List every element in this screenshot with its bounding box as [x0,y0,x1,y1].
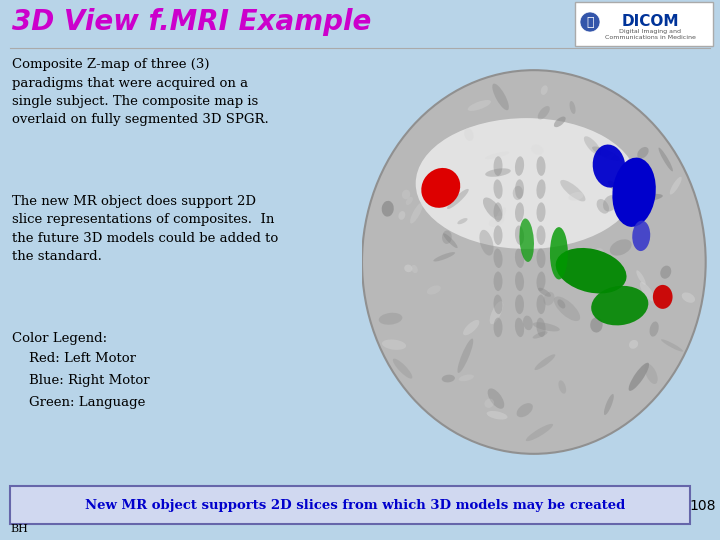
Ellipse shape [637,194,662,201]
Ellipse shape [490,301,503,324]
Ellipse shape [541,85,548,95]
Ellipse shape [515,226,524,245]
Ellipse shape [411,265,418,273]
Ellipse shape [538,288,551,297]
Ellipse shape [554,296,580,321]
Ellipse shape [660,266,671,279]
Ellipse shape [480,230,493,255]
Ellipse shape [653,285,672,309]
Ellipse shape [457,339,473,373]
Ellipse shape [515,272,524,291]
Ellipse shape [485,152,509,159]
Ellipse shape [557,299,565,308]
Text: Green: Language: Green: Language [12,396,145,409]
Ellipse shape [442,231,451,244]
Ellipse shape [515,318,524,337]
Ellipse shape [536,202,546,222]
Text: DICOM: DICOM [621,14,679,29]
Ellipse shape [379,313,402,325]
Ellipse shape [362,70,706,454]
Text: Communications in Medicine: Communications in Medicine [605,35,696,40]
Ellipse shape [487,388,504,409]
Ellipse shape [485,399,494,408]
Ellipse shape [415,118,638,249]
Ellipse shape [644,364,657,384]
Text: Blue: Right Motor: Blue: Right Motor [12,374,150,387]
Ellipse shape [489,215,504,227]
Ellipse shape [592,146,620,161]
Ellipse shape [637,147,649,159]
Ellipse shape [494,202,503,222]
Ellipse shape [493,295,503,314]
Ellipse shape [459,374,474,381]
Ellipse shape [636,270,646,285]
Ellipse shape [516,403,533,417]
Ellipse shape [515,179,524,199]
Ellipse shape [494,318,503,337]
Ellipse shape [398,211,405,220]
Ellipse shape [515,202,524,222]
Ellipse shape [608,181,629,199]
FancyBboxPatch shape [10,486,690,524]
Ellipse shape [661,339,683,352]
Ellipse shape [544,292,554,306]
Ellipse shape [495,207,506,223]
Text: 🌐: 🌐 [586,16,594,29]
Ellipse shape [463,320,480,335]
Ellipse shape [444,233,458,248]
Ellipse shape [515,248,524,268]
Ellipse shape [493,248,503,268]
Ellipse shape [441,375,455,382]
Ellipse shape [556,248,626,293]
Ellipse shape [659,147,673,171]
Ellipse shape [591,248,603,259]
Text: The new MR object does support 2D
slice representations of composites.  In
the f: The new MR object does support 2D slice … [12,195,278,264]
Ellipse shape [487,411,508,420]
Ellipse shape [629,363,649,391]
Ellipse shape [493,156,503,176]
Ellipse shape [421,168,460,208]
Ellipse shape [406,197,413,205]
Ellipse shape [632,221,650,251]
Ellipse shape [568,192,583,201]
Ellipse shape [559,380,566,394]
Ellipse shape [591,286,648,326]
Ellipse shape [584,136,601,156]
Ellipse shape [515,156,524,176]
Ellipse shape [610,239,631,255]
Text: New MR object supports 2D slices from which 3D models may be created: New MR object supports 2D slices from wh… [85,500,625,512]
Ellipse shape [523,315,533,330]
Ellipse shape [533,331,548,339]
Ellipse shape [603,195,617,212]
Ellipse shape [494,272,503,291]
Text: BH: BH [10,524,28,534]
Ellipse shape [536,179,546,199]
Ellipse shape [534,354,555,370]
Ellipse shape [433,252,455,261]
Ellipse shape [590,318,603,333]
Ellipse shape [493,179,503,199]
Ellipse shape [536,248,546,268]
Ellipse shape [468,100,491,111]
Text: 3D View f.MRI Example: 3D View f.MRI Example [12,8,372,36]
Text: 108: 108 [690,499,716,513]
Ellipse shape [483,198,503,220]
Ellipse shape [382,201,394,217]
Ellipse shape [536,294,546,314]
Ellipse shape [536,318,546,337]
Ellipse shape [519,219,534,262]
Ellipse shape [531,144,544,155]
Ellipse shape [554,117,566,127]
Ellipse shape [515,294,524,314]
Ellipse shape [570,101,575,114]
Text: Composite Z-map of three (3)
paradigms that were acquired on a
single subject. T: Composite Z-map of three (3) paradigms t… [12,58,269,126]
Ellipse shape [410,202,423,224]
Ellipse shape [402,190,410,199]
Ellipse shape [593,145,626,187]
Ellipse shape [492,84,509,110]
Ellipse shape [427,286,441,295]
Ellipse shape [629,340,638,349]
Ellipse shape [393,359,413,379]
Ellipse shape [636,171,649,201]
Ellipse shape [536,272,546,291]
